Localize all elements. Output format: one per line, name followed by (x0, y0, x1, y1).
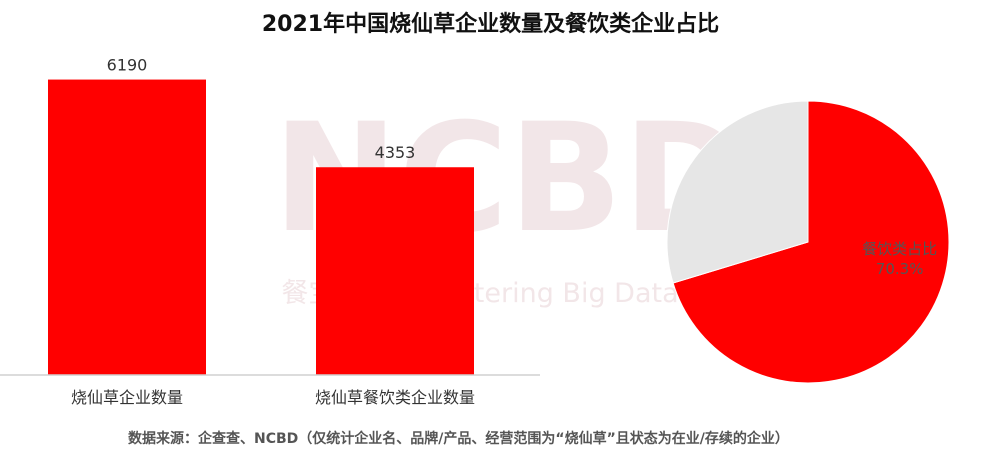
bar-1 (48, 79, 206, 376)
bar-chart: 6190 烧仙草企业数量 4353 烧仙草餐饮类企业数量 (0, 56, 540, 407)
chart-title: 2021年中国烧仙草企业数量及餐饮类企业占比 (261, 12, 720, 37)
source-note: 数据来源：企查查、NCBD（仅统计企业名、品牌/产品、经营范围为“烧仙草”且状态… (128, 431, 789, 447)
pie-slice-value-label: 70.3% (876, 260, 924, 278)
bar-value-label: 4353 (375, 143, 416, 162)
pie-slice-2 (666, 100, 809, 284)
pie-chart: 餐饮类占比 70.3% (666, 100, 950, 384)
pie-slice-label: 餐饮类占比 (862, 240, 937, 258)
bar-2 (316, 167, 474, 375)
category-label: 烧仙草餐饮类企业数量 (315, 388, 475, 407)
category-label: 烧仙草企业数量 (71, 388, 183, 407)
bar-value-label: 6190 (107, 56, 148, 75)
pie-slice-1 (672, 100, 950, 384)
